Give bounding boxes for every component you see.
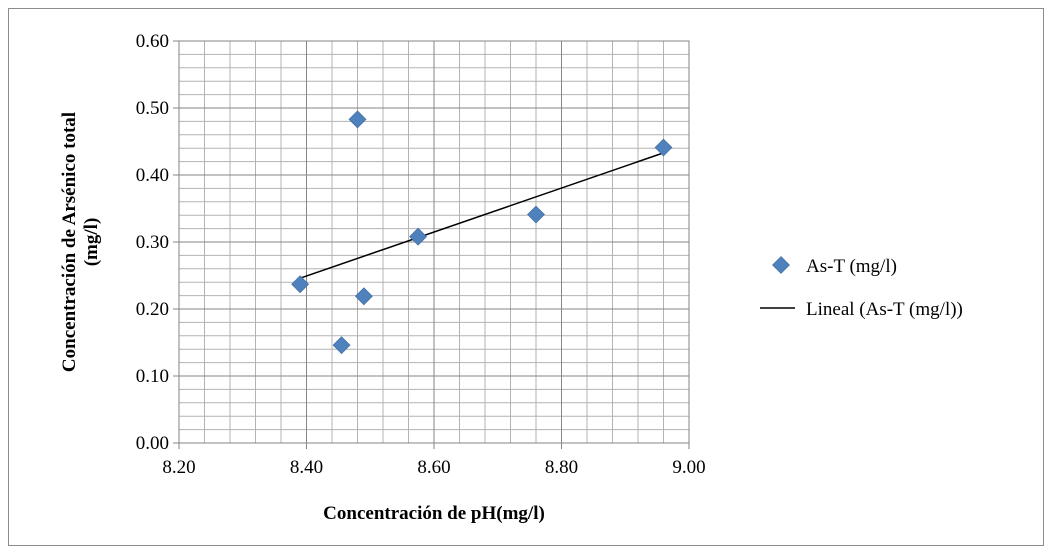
data-point-diamond [348, 110, 367, 129]
data-point-diamond [291, 275, 310, 294]
data-point-diamond [654, 138, 673, 157]
y-tick-label: 0.40 [136, 165, 169, 186]
x-axis-ticks: 8.20 8.40 8.60 8.80 9.00 [162, 443, 706, 478]
y-tick-label: 0.60 [136, 31, 169, 52]
data-point-diamond [354, 287, 373, 306]
legend-label-series: As-T (mg/l) [806, 256, 897, 277]
data-point-diamond [527, 205, 545, 224]
x-tick-label: 8.20 [162, 457, 195, 478]
y-tick-label: 0.50 [136, 98, 169, 119]
y-tick-label: 0.30 [136, 232, 169, 253]
legend-marker-diamond [772, 256, 790, 274]
y-axis-title-line2: (mg/l) [81, 218, 102, 267]
x-axis-title: Concentración de pH(mg/l) [323, 503, 545, 524]
data-point-diamond [409, 227, 427, 246]
legend-label-trendline: Lineal (As-T (mg/l)) [806, 299, 963, 320]
x-tick-label: 8.40 [290, 457, 323, 478]
x-tick-label: 8.60 [417, 457, 450, 478]
x-tick-label: 8.80 [545, 457, 578, 478]
y-tick-label: 0.00 [136, 433, 169, 454]
trendline [299, 152, 664, 279]
data-marks [291, 110, 673, 355]
legend: As-T (mg/l) Lineal (As-T (mg/l)) [760, 256, 963, 320]
y-tick-label: 0.10 [136, 366, 169, 387]
chart-frame [8, 8, 1044, 546]
y-axis-ticks: 0.00 0.10 0.20 0.30 0.40 0.50 0.60 [136, 31, 179, 454]
data-point-diamond [332, 336, 351, 355]
y-axis-title-line1: Concentración de Arsénico total [59, 112, 80, 372]
x-tick-label: 9.00 [672, 457, 705, 478]
y-tick-label: 0.20 [136, 299, 169, 320]
